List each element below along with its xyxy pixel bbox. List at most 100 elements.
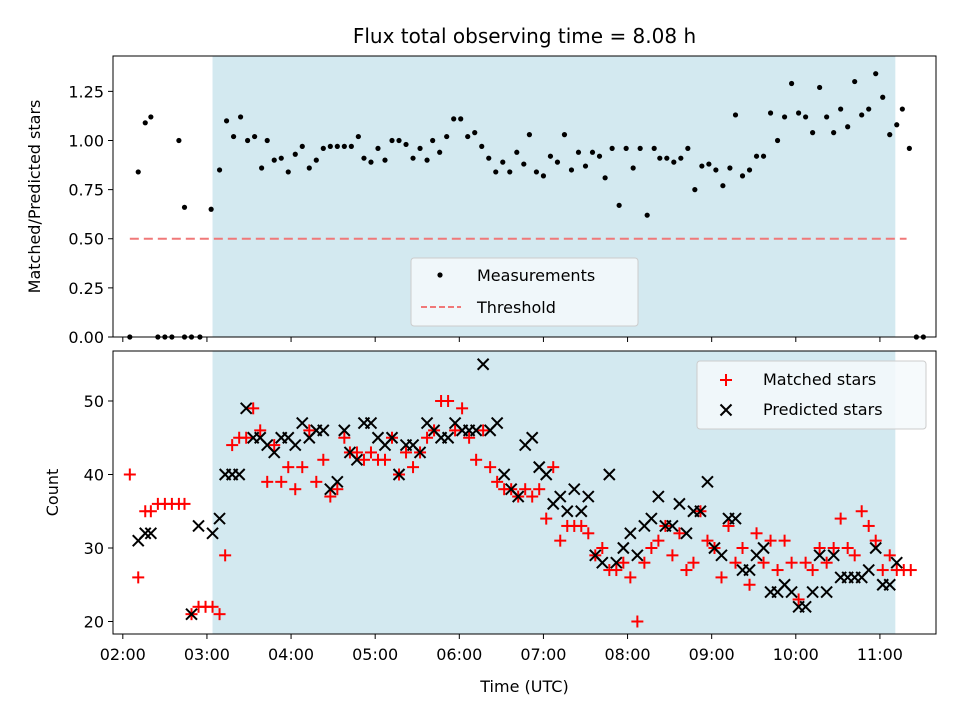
matched-star-point: [338, 431, 351, 444]
measurement-point: [845, 124, 851, 130]
legend-threshold-label: Threshold: [476, 298, 556, 317]
matched-star-point: [350, 446, 363, 459]
matched-star-point: [324, 490, 337, 503]
predicted-star-point: [268, 446, 281, 459]
matched-star-point: [736, 541, 749, 554]
matched-star-point: [771, 564, 784, 577]
measurement-point: [554, 159, 561, 165]
matched-star-point: [310, 475, 323, 488]
predicted-star-point: [610, 556, 623, 569]
top-y-tick-label: 0.00: [68, 328, 104, 347]
measurement-point: [507, 169, 513, 175]
measurement-point: [810, 130, 816, 136]
measurement-point: [368, 159, 374, 165]
predicted-star-point: [338, 424, 351, 437]
matched-star-point: [575, 519, 588, 532]
top-x-ticks: [122, 337, 881, 342]
measurement-point: [264, 137, 270, 144]
predicted-star-point: [603, 468, 616, 481]
measurement-point: [223, 118, 230, 124]
top-y-tick-label: 0.50: [68, 230, 104, 249]
measurement-point: [292, 151, 298, 157]
measurement-point: [873, 71, 879, 77]
matched-star-point: [729, 556, 742, 569]
x-tick-label: 09:00: [689, 645, 735, 664]
measurement-point: [417, 145, 423, 151]
measurement-point: [348, 143, 354, 149]
predicted-star-point: [652, 490, 665, 503]
measurement-point: [244, 137, 251, 144]
measurement-point: [774, 137, 781, 144]
matched-star-point: [834, 512, 847, 525]
matched-star-point: [582, 527, 595, 540]
top-y-axis-label: Matched/Predicted stars: [25, 100, 44, 294]
predicted-star-point: [490, 416, 504, 430]
matched-star-point: [407, 461, 420, 474]
matched-star-point: [470, 453, 483, 466]
x-tick-label: 05:00: [352, 645, 398, 664]
predicted-star-point: [497, 468, 511, 481]
legend-measurements-marker: [437, 272, 443, 278]
bottom-axes-frame: [112, 350, 937, 635]
predicted-star-point: [820, 585, 833, 599]
x-axis-label: Time (UTC): [479, 677, 568, 696]
bottom-y-tick-label: 30: [84, 539, 104, 558]
measurement-point: [852, 78, 858, 85]
matched-star-point: [757, 556, 770, 569]
measurement-point: [403, 141, 409, 148]
predicted-star-point: [289, 438, 302, 452]
predicted-star-point: [701, 475, 714, 489]
matched-star-point: [463, 431, 476, 444]
measurement-point: [817, 84, 823, 91]
measurement-point: [678, 155, 684, 161]
predicted-star-point: [666, 519, 679, 533]
measurement-point: [278, 155, 284, 161]
predicted-star-point: [213, 512, 226, 525]
legend-predicted-label: Predicted stars: [763, 400, 883, 419]
x-tick-label: 07:00: [520, 645, 566, 664]
matched-star-point: [750, 527, 763, 540]
predicted-star-point: [364, 416, 378, 430]
matched-star-point: [610, 564, 623, 577]
top-panel: 0.00 0.25 0.50 0.75 1.00 1.25 Flux total obse…: [25, 24, 937, 347]
predicted-star-point: [317, 424, 330, 437]
measurement-point: [781, 114, 788, 120]
measurement-point: [424, 157, 430, 163]
measurement-point: [285, 169, 291, 175]
measurement-point: [644, 212, 650, 218]
matched-star-point: [673, 527, 686, 540]
matched-star-point: [275, 475, 288, 488]
measurement-point: [831, 130, 837, 136]
measurement-point: [320, 145, 326, 151]
predicted-star-point: [631, 549, 644, 562]
matched-star-point: [638, 556, 651, 569]
measurement-point: [739, 173, 746, 179]
measurement-point: [727, 165, 733, 171]
predicted-star-point: [869, 541, 882, 555]
measurement-point: [623, 145, 629, 151]
predicted-star-point: [617, 541, 630, 555]
predicted-star-point: [680, 527, 693, 540]
predicted-star-point: [596, 556, 609, 569]
predicted-star-point: [476, 358, 490, 371]
measurement-point: [135, 169, 141, 175]
measurement-point: [237, 114, 244, 120]
predicted-star-point: [883, 578, 896, 591]
x-tick-label: 02:00: [100, 645, 146, 664]
measurement-point: [880, 94, 886, 100]
legend-matched-marker: [720, 374, 732, 386]
measurement-point: [540, 173, 547, 179]
measurement-point: [894, 122, 900, 128]
predicted-star-point: [561, 505, 574, 518]
predicted-star-point: [469, 424, 483, 437]
measurement-point: [472, 130, 478, 136]
bottom-legend: Matched stars Predicted stars: [696, 360, 927, 430]
legend-matched-label: Matched stars: [763, 370, 876, 389]
matched-star-point: [132, 571, 145, 584]
measurement-point: [692, 187, 698, 193]
legend-predicted-marker: [719, 403, 733, 417]
matched-star-point: [841, 541, 854, 554]
predicted-star-point: [232, 468, 246, 481]
legend-measurements-label: Measurements: [477, 266, 595, 285]
predicted-star-point: [799, 600, 812, 614]
